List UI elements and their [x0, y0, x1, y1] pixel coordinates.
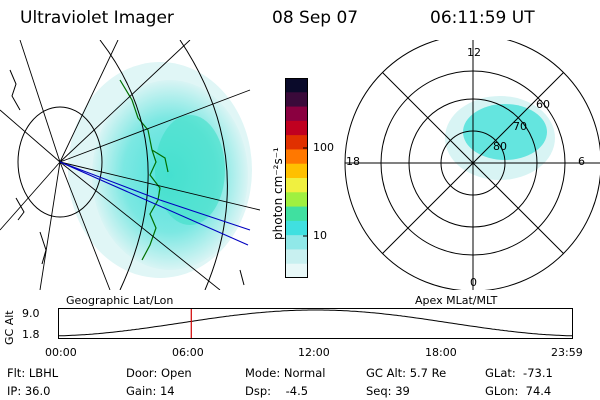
colorbar-segment — [285, 120, 308, 136]
mode-info: Mode: Normal — [245, 366, 326, 380]
geographic-image — [0, 40, 260, 290]
instrument-title: Ultraviolet Imager — [20, 8, 174, 28]
x-tick-0: 00:00 — [45, 346, 77, 359]
colorbar-segment — [285, 163, 308, 179]
y-tick-9: 9.0 — [22, 307, 40, 320]
glon-info: GLon: 74.4 — [485, 384, 552, 398]
colorbar-segment — [285, 263, 308, 278]
colorbar-segment — [285, 178, 308, 193]
lat-circle-outer — [179, 40, 228, 290]
altitude-plot — [58, 308, 573, 339]
colorbar-segment — [285, 220, 308, 236]
colorbar-segment — [285, 192, 308, 208]
colorbar-segment — [285, 106, 308, 122]
mlt-label-18: 18 — [346, 155, 360, 168]
colorbar-segment — [285, 249, 308, 265]
y-tick-1.8: 1.8 — [22, 328, 40, 341]
coastline — [119, 79, 169, 261]
x-tick-18: 18:00 — [425, 346, 457, 359]
mlt-label-0: 0 — [470, 276, 477, 289]
grid-lines — [0, 40, 260, 290]
door-info: Door: Open — [126, 366, 192, 380]
mlat-label-70: 70 — [513, 120, 527, 133]
lat-circle-mid — [99, 40, 149, 290]
satellite-track — [59, 161, 251, 246]
apex-label: Apex MLat/MLT — [415, 294, 498, 307]
x-tick-6: 06:00 — [172, 346, 204, 359]
glat-info: GLat: -73.1 — [485, 366, 553, 380]
lat-circle-inner — [17, 106, 103, 218]
colorbar-tick-100: 100 — [313, 141, 334, 154]
dsp-info: Dsp: -4.5 — [245, 384, 309, 398]
x-tick-24: 23:59 — [551, 346, 583, 359]
flt-info: Flt: LBHL — [7, 366, 59, 380]
colorbar-segment — [285, 78, 308, 93]
gc-alt-info: GC Alt: 5.7 Re — [366, 366, 447, 380]
colorbar-segment — [285, 135, 308, 150]
mlt-spokes — [345, 40, 600, 290]
gain-info: Gain: 14 — [126, 384, 175, 398]
geographic-label: Geographic Lat/Lon — [66, 294, 174, 307]
altitude-curve — [58, 309, 573, 337]
colorbar-segment — [285, 149, 308, 165]
mlat-label-60: 60 — [536, 98, 550, 111]
seq-info: Seq: 39 — [366, 384, 410, 398]
colorbar-tick-10: 10 — [313, 229, 327, 242]
colorbar-segment — [285, 235, 308, 250]
mlt-label-6: 6 — [578, 155, 585, 168]
polar-plot — [344, 40, 600, 290]
colorbar — [285, 78, 308, 278]
ip-info: IP: 36.0 — [7, 384, 51, 398]
x-tick-12: 12:00 — [298, 346, 330, 359]
colorbar-segment — [285, 92, 308, 108]
colorbar-segment — [285, 206, 308, 222]
mlt-label-12: 12 — [467, 46, 481, 59]
polar-aurora — [463, 104, 547, 160]
mlat-label-80: 80 — [493, 140, 507, 153]
date-label: 08 Sep 07 — [272, 8, 359, 28]
coastline-west — [9, 69, 245, 286]
gc-alt-axis-label: GC Alt — [3, 310, 16, 345]
colorbar-label: photon cm⁻²s⁻¹ — [271, 147, 285, 240]
time-label: 06:11:59 UT — [430, 8, 535, 28]
